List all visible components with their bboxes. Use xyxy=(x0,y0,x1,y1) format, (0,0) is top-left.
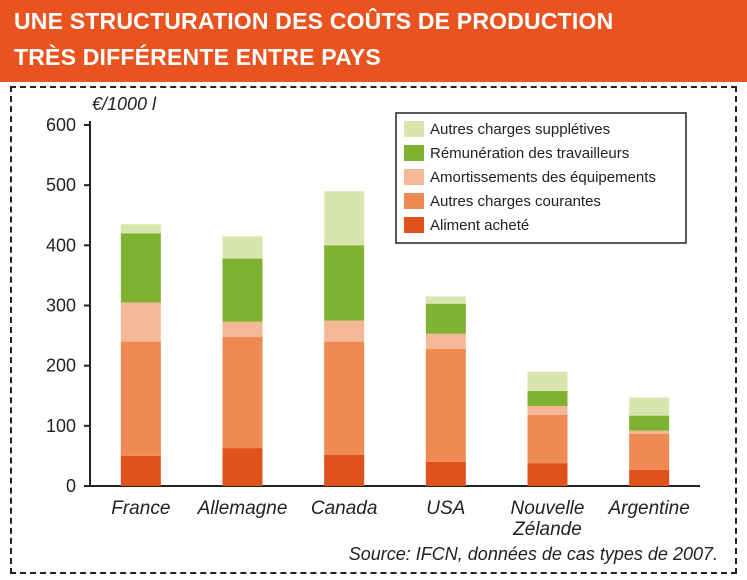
bar-segment xyxy=(222,448,263,486)
bar-segment xyxy=(425,333,466,349)
x-tick-label: Nouvelle Zélande xyxy=(511,498,585,540)
bar-segment xyxy=(120,341,161,456)
bar-segment xyxy=(527,390,568,406)
y-tick-label: 500 xyxy=(46,175,76,195)
bar-segment xyxy=(324,454,365,486)
source-note: Source: IFCN, données de cas types de 20… xyxy=(349,544,718,564)
bar-segment xyxy=(425,303,466,334)
x-tick-label: France xyxy=(111,498,170,519)
bar-segment xyxy=(629,415,670,431)
bar-segment xyxy=(629,469,670,486)
bar-segment xyxy=(120,233,161,303)
chart-frame xyxy=(10,86,737,574)
bar-stack xyxy=(222,236,263,486)
bar-segment xyxy=(629,433,670,470)
bar-segment xyxy=(222,336,263,449)
bar-segment xyxy=(222,236,263,259)
y-tick-label: 200 xyxy=(46,356,76,376)
bar-segment xyxy=(324,245,365,321)
bar-segment xyxy=(629,397,670,416)
y-tick-label: 100 xyxy=(46,416,76,436)
bar-segment xyxy=(425,296,466,304)
legend-label: Aliment acheté xyxy=(430,217,529,234)
bar-segment xyxy=(324,341,365,455)
y-tick-label: 0 xyxy=(66,476,76,496)
bar-segment xyxy=(324,320,365,342)
legend-item: Autres charges courantes xyxy=(404,193,601,210)
legend-swatch xyxy=(404,169,424,185)
legend-box xyxy=(395,112,687,244)
bar-stack xyxy=(324,191,365,486)
legend-item: Rémunération des travailleurs xyxy=(404,145,629,162)
legend-label: Amortissements des équipements xyxy=(430,169,656,186)
legend-label: Autres charges courantes xyxy=(430,193,601,210)
bar-segment xyxy=(425,348,466,462)
legend-label: Autres charges supplétives xyxy=(430,121,610,138)
bar-segment xyxy=(527,463,568,486)
legend-label: Rémunération des travailleurs xyxy=(430,145,629,162)
y-tick-label: 400 xyxy=(46,235,76,255)
bar-segment xyxy=(527,405,568,416)
bar-segment xyxy=(222,258,263,322)
legend-swatch xyxy=(404,193,424,209)
chart-title-line-2: TRÈS DIFFÉRENTE ENTRE PAYS xyxy=(14,44,381,70)
legend-item: Amortissements des équipements xyxy=(404,169,656,186)
bars xyxy=(120,191,670,486)
legend-swatch xyxy=(404,121,424,137)
bar-stack xyxy=(629,397,670,486)
x-tick-label: Canada xyxy=(311,498,378,519)
y-axis: 0 100 200 300 400 500 600 xyxy=(46,115,700,496)
legend-swatch xyxy=(404,217,424,233)
chart-header: UNE STRUCTURATION DES COÛTS DE PRODUCTIO… xyxy=(0,0,747,82)
legend-swatch xyxy=(404,145,424,161)
bar-stack xyxy=(527,371,568,486)
bar-segment xyxy=(222,321,263,337)
bar-segment xyxy=(629,430,670,434)
bar-segment xyxy=(527,371,568,391)
y-unit-label: €/1000 l xyxy=(92,94,157,114)
legend-item: Aliment acheté xyxy=(404,217,529,234)
x-axis-labels: France Allemagne Canada USA Nouvelle Zélande A… xyxy=(111,498,690,540)
bar-segment xyxy=(120,455,161,486)
bar-segment xyxy=(425,461,466,486)
y-tick-label: 600 xyxy=(46,115,76,135)
chart-title-line-1: UNE STRUCTURATION DES COÛTS DE PRODUCTIO… xyxy=(14,8,614,34)
bar-segment xyxy=(120,224,161,234)
bar-stack xyxy=(425,296,466,486)
bar-stack xyxy=(120,224,161,486)
legend-item: Autres charges supplétives xyxy=(404,121,610,138)
bar-segment xyxy=(120,302,161,342)
x-tick-label: Allemagne xyxy=(197,498,288,519)
x-tick-label: USA xyxy=(426,498,465,519)
bar-segment xyxy=(527,415,568,464)
bar-segment xyxy=(324,191,365,246)
legend: Autres charges supplétives Rémunération d… xyxy=(395,112,687,244)
x-tick-label: Argentine xyxy=(607,498,689,519)
y-tick-label: 300 xyxy=(46,296,76,316)
